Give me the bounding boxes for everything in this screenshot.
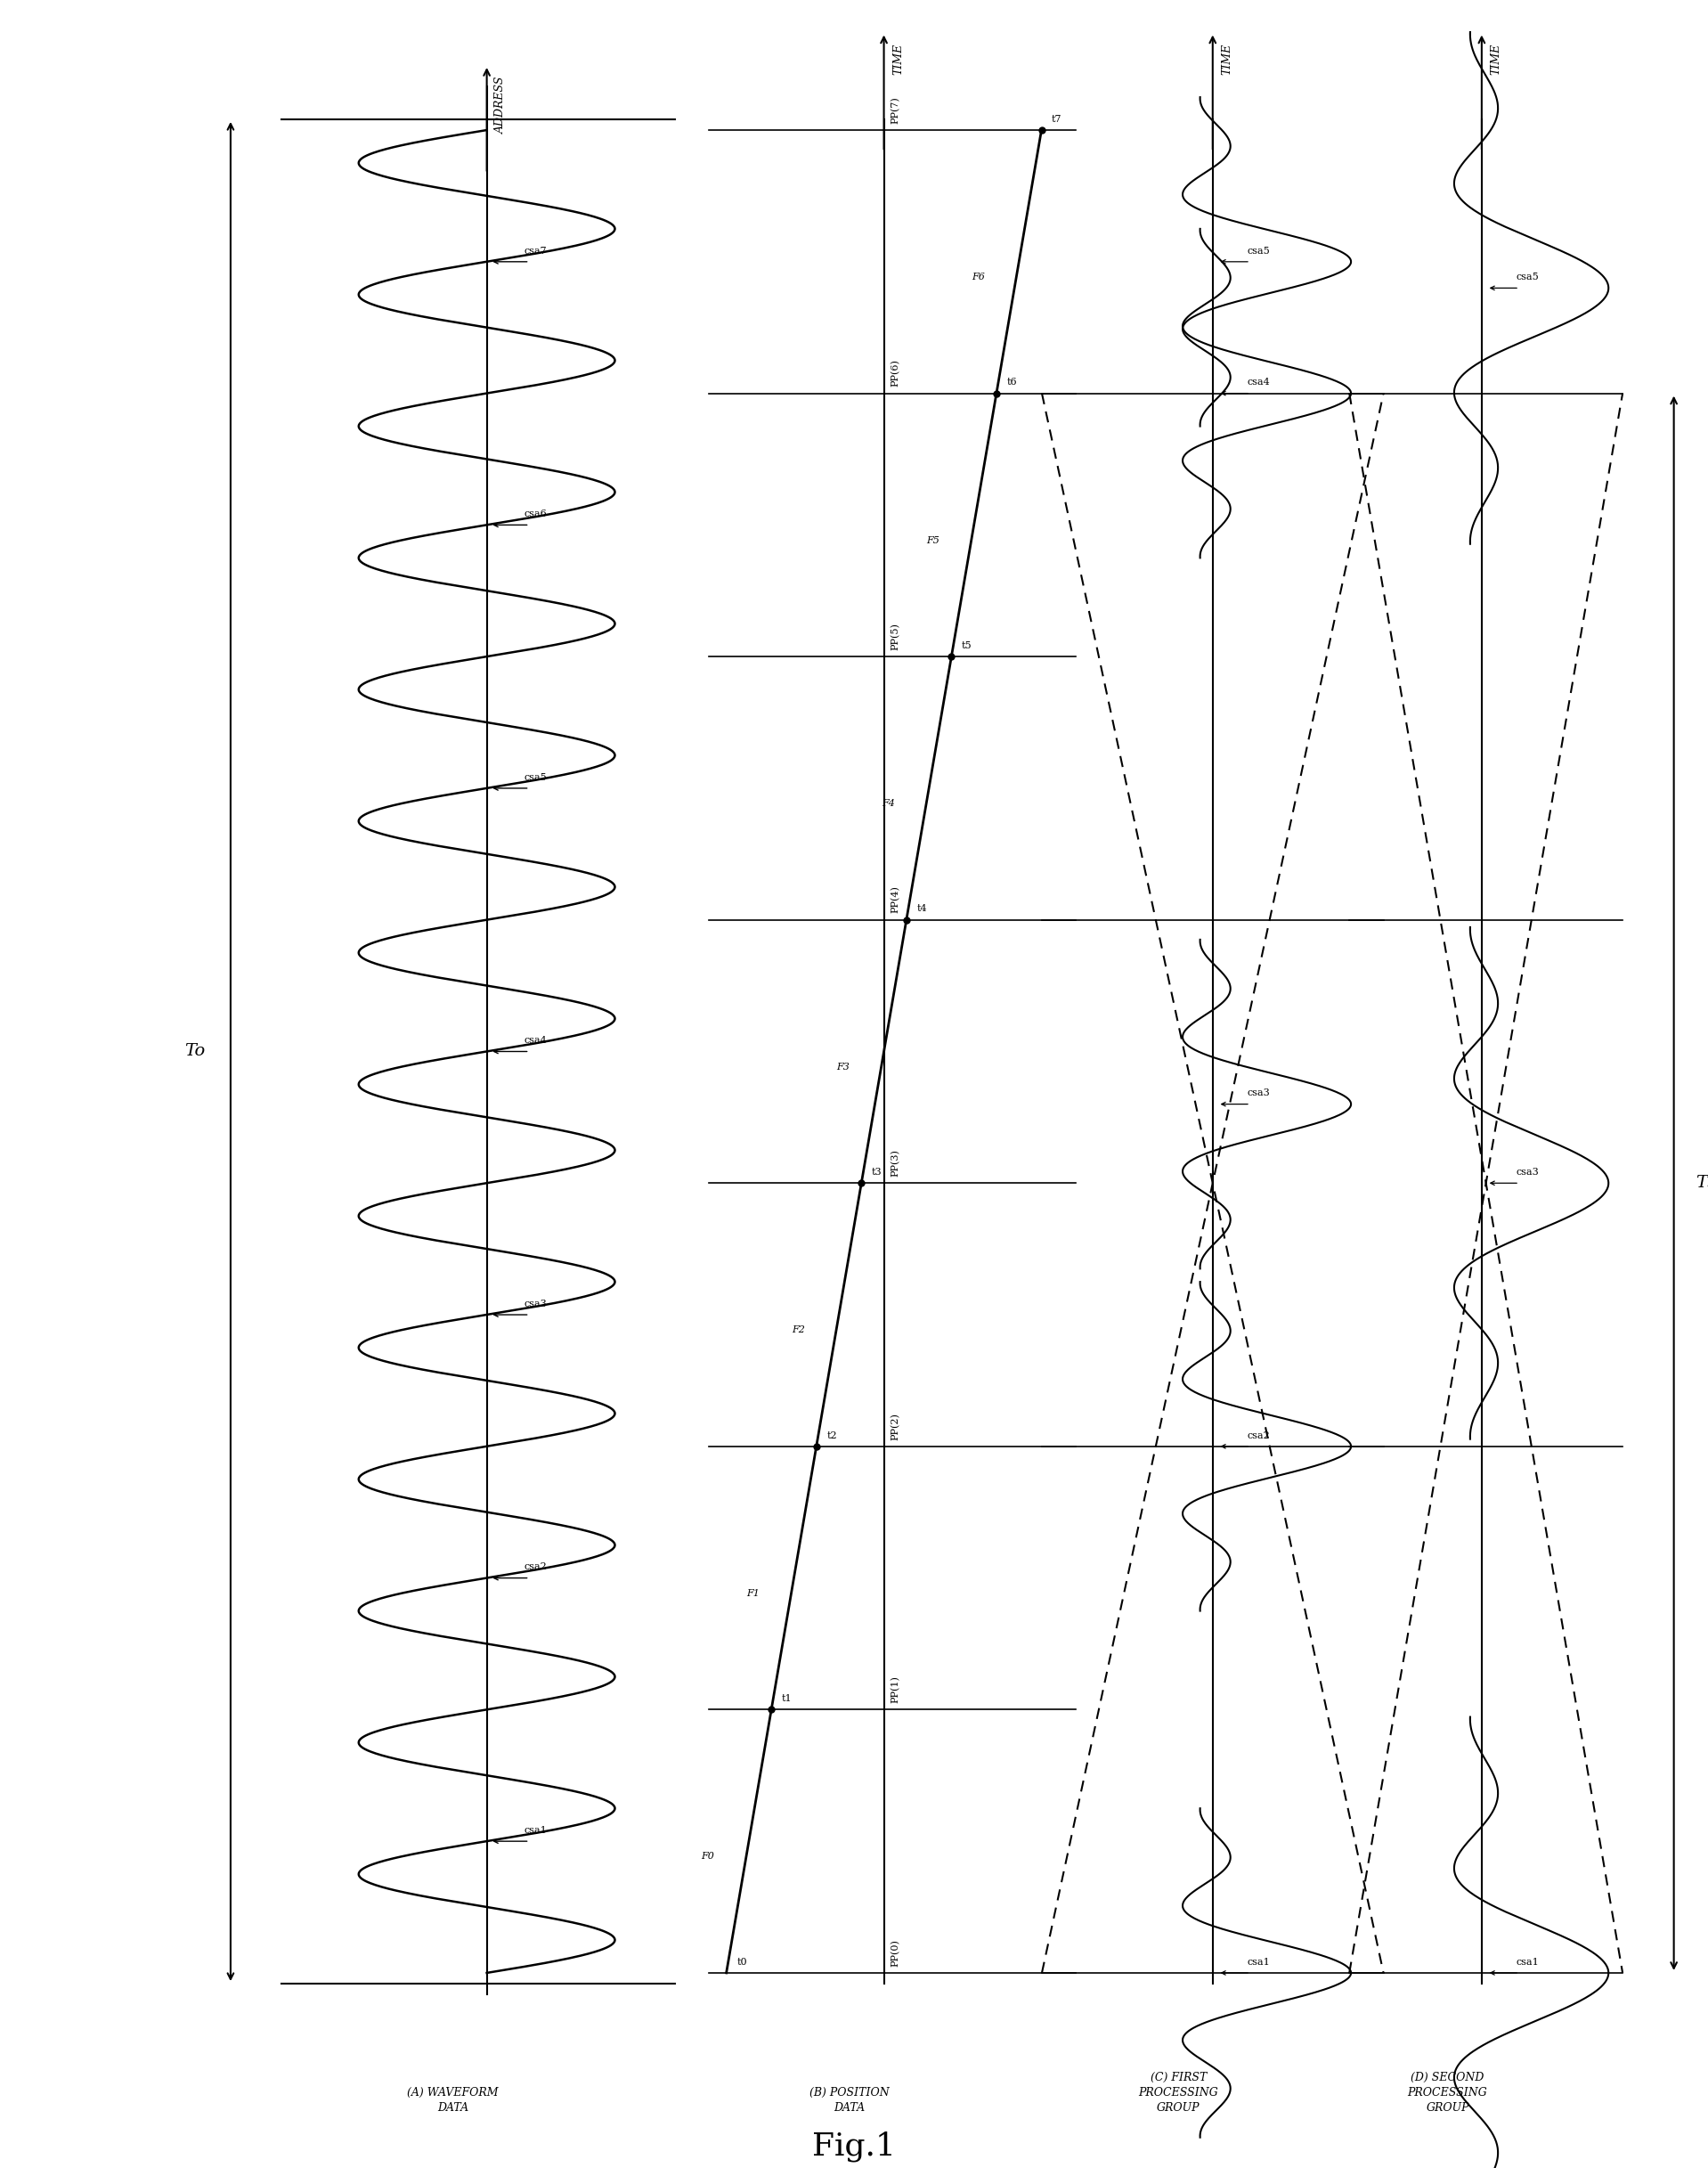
Text: csa2: csa2 [524, 1563, 547, 1572]
Text: F1: F1 [746, 1589, 760, 1598]
Text: t0: t0 [736, 1958, 746, 1966]
Text: F6: F6 [972, 273, 986, 282]
Text: ADDRESS: ADDRESS [495, 76, 507, 132]
Text: t5: t5 [962, 642, 972, 650]
Text: F0: F0 [702, 1851, 714, 1860]
Text: csa3: csa3 [1517, 1169, 1539, 1177]
Text: TIME: TIME [892, 43, 904, 74]
Text: t6: t6 [1006, 377, 1016, 386]
Text: t4: t4 [917, 904, 927, 913]
Text: csa7: csa7 [524, 247, 547, 256]
Text: F4: F4 [881, 800, 895, 809]
Text: F5: F5 [926, 535, 939, 544]
Text: Fig.1: Fig.1 [811, 2131, 897, 2161]
Text: (C) FIRST
PROCESSING
GROUP: (C) FIRST PROCESSING GROUP [1139, 2073, 1218, 2114]
Text: csa5: csa5 [1247, 247, 1269, 256]
Text: PP(3): PP(3) [892, 1149, 900, 1177]
Text: csa6: csa6 [524, 509, 547, 518]
Text: t3: t3 [871, 1169, 881, 1177]
Text: csa3: csa3 [524, 1299, 547, 1307]
Text: PP(4): PP(4) [892, 887, 900, 913]
Text: (A) WAVEFORM
DATA: (A) WAVEFORM DATA [407, 2088, 499, 2114]
Text: TIME: TIME [1221, 43, 1233, 74]
Text: csa4: csa4 [524, 1036, 547, 1045]
Text: csa4: csa4 [1247, 377, 1269, 386]
Text: (B) POSITION
DATA: (B) POSITION DATA [810, 2088, 890, 2114]
Text: csa3: csa3 [1247, 1088, 1269, 1097]
Text: PP(0): PP(0) [892, 1938, 900, 1966]
Text: csa1: csa1 [1517, 1958, 1539, 1966]
Text: PP(1): PP(1) [892, 1676, 900, 1704]
Text: To: To [184, 1043, 205, 1060]
Text: TIME: TIME [1489, 43, 1501, 74]
Text: TS: TS [1696, 1175, 1708, 1190]
Text: PP(2): PP(2) [892, 1411, 900, 1440]
Text: csa1: csa1 [1247, 1958, 1269, 1966]
Text: t2: t2 [827, 1431, 837, 1440]
Text: csa5: csa5 [524, 772, 547, 783]
Text: csa1: csa1 [524, 1825, 547, 1834]
Text: (D) SECOND
PROCESSING
GROUP: (D) SECOND PROCESSING GROUP [1407, 2073, 1488, 2114]
Text: t1: t1 [782, 1693, 793, 1704]
Text: PP(6): PP(6) [892, 360, 900, 386]
Text: PP(7): PP(7) [892, 95, 900, 124]
Text: PP(5): PP(5) [892, 622, 900, 650]
Text: F3: F3 [837, 1062, 851, 1071]
Text: t7: t7 [1052, 115, 1062, 124]
Text: csa5: csa5 [1517, 273, 1539, 282]
Text: F2: F2 [791, 1325, 804, 1335]
Text: csa2: csa2 [1247, 1431, 1269, 1440]
